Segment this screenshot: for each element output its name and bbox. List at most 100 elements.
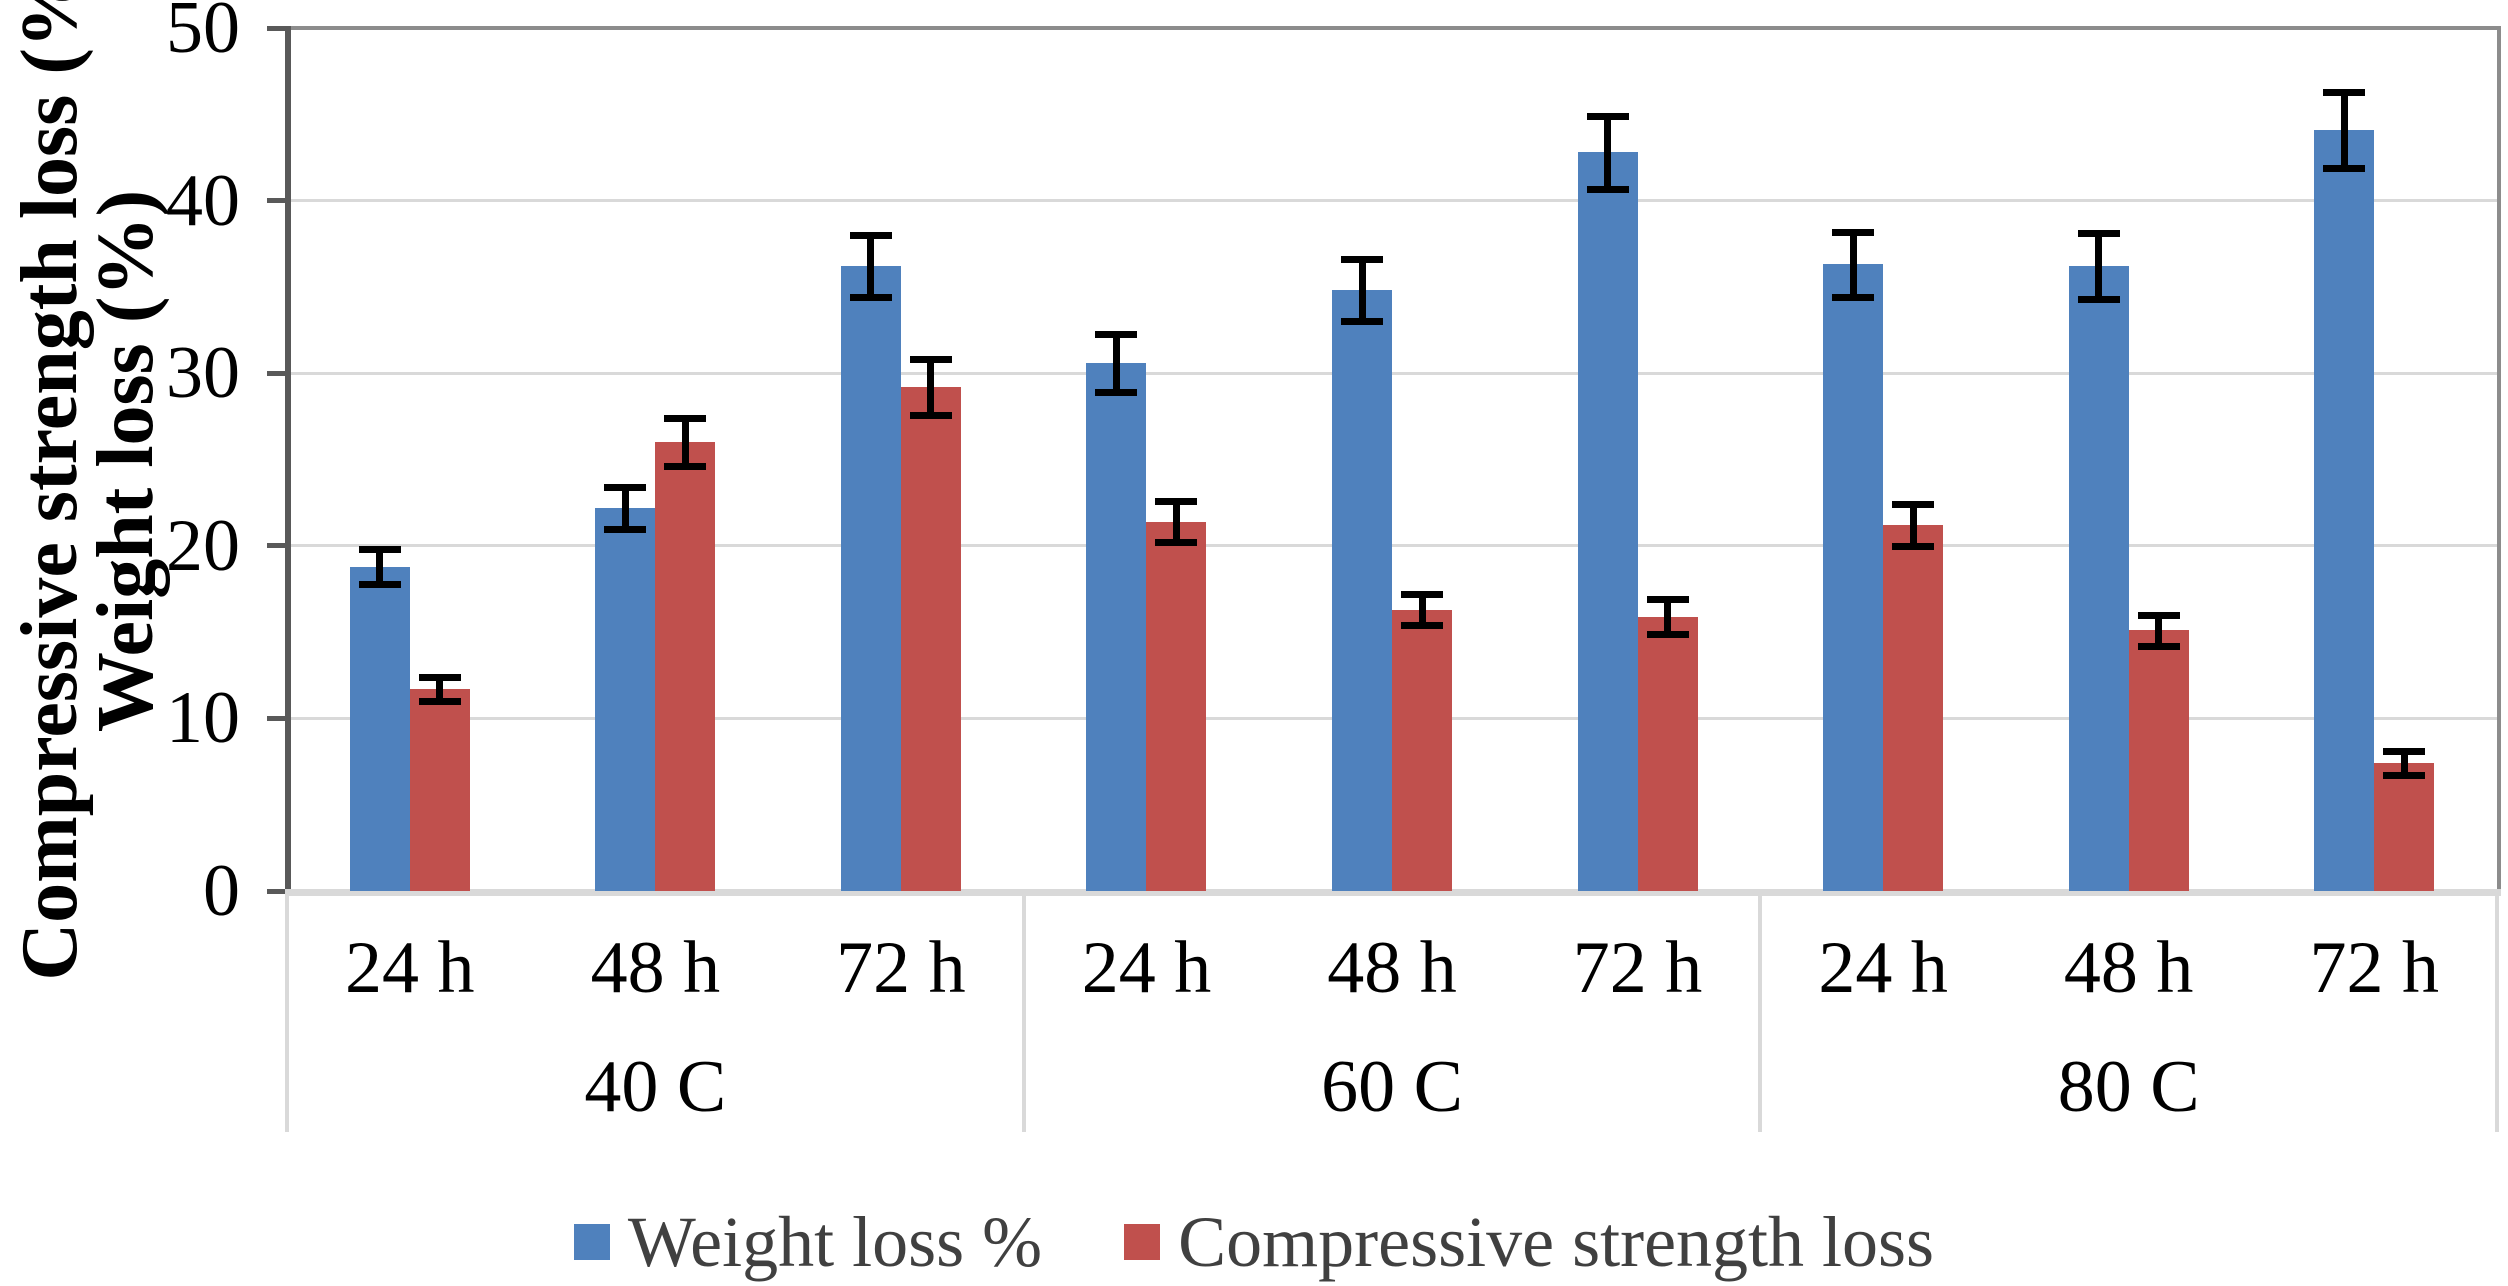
error-bar-cap-top — [2077, 230, 2120, 238]
error-bar-cap-top — [2383, 748, 2426, 756]
bar-strength-loss-60C-48h — [1392, 609, 1452, 891]
error-bar-cap-bottom — [2137, 642, 2180, 650]
y-axis-title: Compressive strength loss (%) Weight los… — [6, 0, 170, 981]
legend-entry-compressive-strength-loss: Compressive strength loss — [1124, 1201, 1934, 1284]
bar-weight-loss-80C-48h — [2068, 266, 2129, 891]
y-tick-label-10: 10 — [166, 677, 240, 760]
error-bar — [1849, 231, 1857, 298]
group-divider-3 — [2495, 896, 2499, 1132]
error-bar-cap-bottom — [664, 463, 707, 471]
y-tick-label-0: 0 — [203, 850, 240, 932]
error-bar — [1418, 594, 1426, 626]
category-label-24h: 24 h — [1818, 927, 1948, 1009]
error-bar — [2095, 233, 2103, 299]
error-bar-cap-bottom — [418, 698, 461, 706]
legend-label-compressive-strength-loss: Compressive strength loss — [1178, 1201, 1935, 1282]
error-bar-cap-bottom — [2323, 164, 2366, 172]
bar-weight-loss-40C-48h — [595, 507, 656, 891]
legend-label-weight-loss: Weight loss % — [627, 1201, 1043, 1282]
error-bar — [1172, 500, 1180, 543]
error-bar — [1358, 259, 1366, 322]
error-bar-cap-bottom — [1095, 389, 1138, 397]
category-label-48h: 48 h — [1327, 927, 1457, 1009]
group-divider-2 — [1758, 896, 1763, 1132]
gridline-20 — [291, 544, 2497, 548]
category-label-72h: 72 h — [1572, 927, 1703, 1009]
bar-weight-loss-60C-72h — [1577, 152, 1638, 891]
error-bar-cap-bottom — [1832, 294, 1875, 302]
legend: Weight loss % Compressive strength loss — [0, 1198, 2508, 1286]
error-bar — [621, 487, 629, 529]
legend-entry-weight-loss: Weight loss % — [573, 1201, 1043, 1284]
bar-strength-loss-40C-48h — [655, 442, 716, 891]
bar-weight-loss-60C-24h — [1086, 362, 1147, 891]
x-axis-line — [285, 889, 2501, 896]
error-bar-cap-bottom — [1341, 318, 1383, 326]
y-tick-label-40: 40 — [166, 159, 240, 242]
error-bar — [867, 235, 875, 298]
plot-top-border — [285, 26, 2501, 30]
y-tick-mark-50 — [267, 25, 285, 31]
y-axis-line — [285, 26, 291, 892]
y-tick-mark-30 — [267, 370, 285, 376]
y-tick-label-20: 20 — [166, 504, 240, 587]
y-tick-mark-40 — [267, 198, 285, 204]
y-tick-mark-0 — [267, 888, 285, 894]
error-bar-cap-top — [1646, 596, 1689, 604]
error-bar-cap-bottom — [2383, 772, 2426, 780]
bar-weight-loss-40C-72h — [840, 266, 901, 891]
group-divider-1 — [1021, 896, 1026, 1132]
error-bar-cap-bottom — [849, 294, 892, 302]
error-bar-cap-top — [604, 484, 647, 492]
y-tick-label-30: 30 — [166, 332, 240, 415]
error-bar-cap-bottom — [1155, 539, 1198, 547]
bar-strength-loss-60C-24h — [1146, 521, 1207, 891]
category-label-48h: 48 h — [2063, 927, 2194, 1009]
y-axis-title-line2: Weight loss (%) — [82, 189, 170, 733]
error-bar-cap-top — [1586, 113, 1629, 121]
error-bar-cap-top — [358, 546, 401, 554]
error-bar-cap-top — [664, 415, 707, 423]
error-bar — [436, 676, 444, 702]
error-bar — [376, 549, 384, 584]
error-bar-cap-bottom — [2077, 295, 2120, 303]
bar-strength-loss-40C-72h — [900, 387, 961, 891]
group-label-40C: 40 C — [584, 1046, 727, 1128]
compressive-strength-loss-swatch-icon — [1124, 1224, 1161, 1260]
error-bar-cap-bottom — [1401, 622, 1443, 630]
error-bar-cap-bottom — [1646, 630, 1689, 638]
y-tick-mark-20 — [267, 543, 285, 549]
bar-weight-loss-80C-72h — [2314, 129, 2375, 891]
error-bar — [1664, 599, 1672, 634]
bar-weight-loss-60C-48h — [1332, 290, 1392, 891]
category-label-72h: 72 h — [2309, 927, 2439, 1009]
category-label-24h: 24 h — [1081, 927, 1212, 1009]
plot-right-border — [2497, 26, 2501, 895]
group-label-60C: 60 C — [1321, 1046, 1463, 1128]
error-bar-cap-top — [1095, 330, 1138, 338]
y-tick-label-50: 50 — [166, 0, 240, 69]
gridline-30 — [291, 371, 2497, 375]
error-bar-cap-bottom — [909, 411, 952, 419]
error-bar-cap-bottom — [604, 525, 647, 533]
category-label-24h: 24 h — [345, 927, 475, 1009]
error-bar — [927, 359, 935, 415]
error-bar-cap-bottom — [358, 580, 401, 588]
y-tick-mark-10 — [267, 715, 285, 721]
error-bar — [2155, 614, 2163, 646]
bar-strength-loss-60C-72h — [1637, 616, 1698, 891]
gridline-40 — [291, 199, 2497, 203]
bar-strength-loss-40C-24h — [409, 689, 470, 891]
weight-loss-swatch-icon — [573, 1224, 610, 1260]
error-bar-cap-top — [1832, 228, 1875, 236]
bar-weight-loss-80C-24h — [1823, 264, 1884, 891]
error-bar-cap-top — [849, 232, 892, 240]
error-bar — [2400, 751, 2408, 776]
bar-weight-loss-40C-24h — [349, 566, 410, 891]
error-bar-cap-top — [1892, 501, 1935, 509]
error-bar — [681, 418, 689, 467]
category-label-72h: 72 h — [836, 927, 966, 1009]
bar-strength-loss-80C-24h — [1883, 525, 1944, 891]
error-bar — [2340, 91, 2348, 168]
error-bar-cap-top — [1341, 256, 1383, 264]
